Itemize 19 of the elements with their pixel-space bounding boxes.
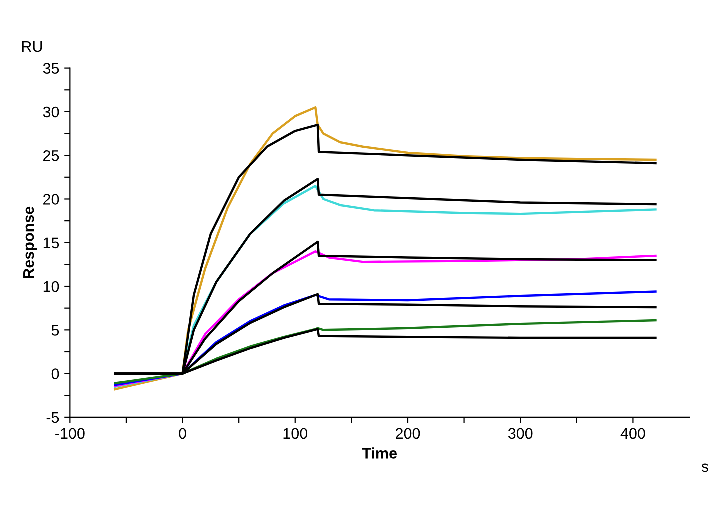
y-tick-label: 25 xyxy=(44,150,60,162)
x-axis-title: Time xyxy=(362,448,398,459)
x-tick-label: 300 xyxy=(508,428,533,440)
y-tick-label: 10 xyxy=(44,281,60,292)
x-tick-label: -100 xyxy=(56,428,85,440)
x-tick-label: 400 xyxy=(620,428,646,440)
text: s xyxy=(702,464,709,472)
y-tick-label: 20 xyxy=(44,194,60,205)
y-tick-label: 35 xyxy=(43,63,60,74)
y-tick-label: -5 xyxy=(46,412,60,424)
y-tick-label: 0 xyxy=(52,368,60,380)
y-tick-label: 30 xyxy=(43,106,60,118)
x-tick-label: 100 xyxy=(284,428,308,440)
y-axis-title: Response xyxy=(24,206,38,278)
y-tick-label: 5 xyxy=(52,325,60,336)
x-tick-label: 0 xyxy=(179,428,186,440)
y-tick-label: 15 xyxy=(44,238,60,249)
text: RU xyxy=(22,42,42,52)
x-tick-label: 200 xyxy=(396,428,420,440)
